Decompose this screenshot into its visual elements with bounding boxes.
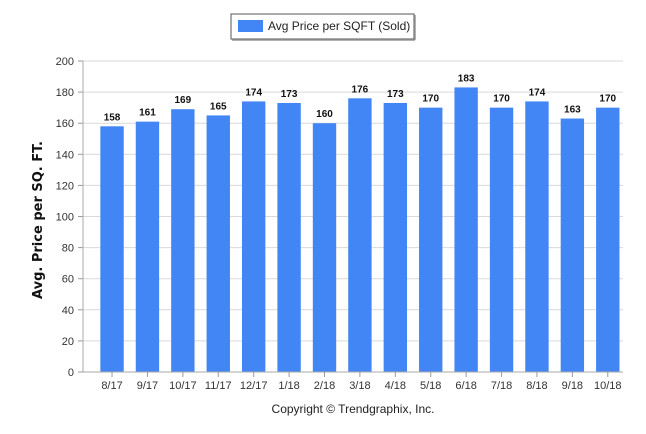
legend-swatch — [238, 20, 263, 32]
y-tick-label: 60 — [62, 274, 74, 286]
bar-data-label: 174 — [245, 87, 262, 98]
bar — [489, 107, 514, 373]
bar-data-label: 163 — [564, 105, 581, 116]
y-tick-label: 120 — [56, 180, 74, 192]
bar — [560, 118, 585, 372]
bar-data-label: 174 — [529, 87, 546, 98]
bar-data-label: 183 — [458, 73, 475, 84]
legend: Avg Price per SQFT (Sold) — [230, 13, 416, 41]
x-tick-label: 8/17 — [101, 380, 122, 392]
x-tick-label: 10/17 — [169, 380, 197, 392]
bar-data-label: 170 — [422, 94, 439, 105]
x-tick-label: 3/18 — [349, 380, 370, 392]
x-tick-label: 9/17 — [137, 380, 158, 392]
x-tick-label: 9/18 — [562, 380, 583, 392]
x-tick-label: 12/17 — [240, 380, 268, 392]
x-tick-label: 6/18 — [455, 380, 476, 392]
y-tick-label: 200 — [56, 56, 74, 68]
data-labels: 158 161 169 165 174 173 160 176 173 170 183 170 174 1… — [104, 73, 617, 123]
x-tick-label: 2/18 — [314, 380, 335, 392]
x-tick-label: 11/17 — [205, 380, 232, 392]
y-tick-label: 80 — [62, 243, 74, 255]
bar-data-label: 173 — [281, 89, 298, 100]
bar — [100, 126, 124, 372]
bar-data-label: 169 — [175, 95, 192, 106]
y-axis-title: Avg. Price per SQ. FT. — [31, 141, 46, 299]
bar-data-label: 170 — [493, 94, 510, 105]
copyright-footer: Copyright © Trendgraphix, Inc. — [272, 402, 435, 416]
bar-data-label: 165 — [210, 101, 227, 112]
x-tick-label: 8/18 — [526, 380, 547, 392]
bar — [596, 107, 620, 373]
bar — [312, 123, 337, 372]
y-tick-label: 180 — [56, 87, 74, 99]
bar — [419, 107, 443, 373]
bar — [171, 109, 195, 372]
bar-data-label: 160 — [316, 109, 333, 120]
bar — [135, 121, 160, 373]
bar — [277, 102, 301, 373]
bar — [525, 101, 549, 373]
x-tick-label: 1/18 — [278, 380, 299, 392]
x-axis-tick-labels: 8/17 9/17 10/17 11/17 12/17 1/18 2/18 3/18 4/18 5… — [101, 380, 621, 392]
x-tick-label: 7/18 — [491, 380, 512, 392]
y-tick-label: 160 — [56, 118, 74, 130]
legend-label: Avg Price per SQFT (Sold) — [268, 19, 410, 33]
x-tick-label: 5/18 — [420, 380, 441, 392]
bars — [100, 87, 620, 373]
bar-data-label: 176 — [352, 84, 369, 95]
y-tick-label: 0 — [68, 367, 74, 379]
x-tick-label: 4/18 — [385, 380, 406, 392]
y-tick-label: 100 — [56, 212, 74, 224]
bar-data-label: 170 — [599, 94, 616, 105]
bar-data-label: 161 — [139, 108, 156, 119]
bar-data-label: 173 — [387, 89, 404, 100]
bar-data-label: 158 — [104, 112, 121, 123]
bar — [383, 102, 407, 373]
y-tick-label: 140 — [56, 149, 74, 161]
bar — [206, 115, 230, 373]
y-tick-label: 20 — [62, 336, 74, 348]
y-axis-tick-labels: 0 20 40 60 80 100 120 140 160 180 200 — [56, 56, 74, 379]
bar — [348, 98, 372, 372]
axes — [78, 60, 623, 377]
x-tick-label: 10/18 — [594, 380, 622, 392]
y-tick-label: 40 — [62, 305, 74, 317]
bar — [454, 87, 478, 372]
bar — [241, 101, 266, 373]
